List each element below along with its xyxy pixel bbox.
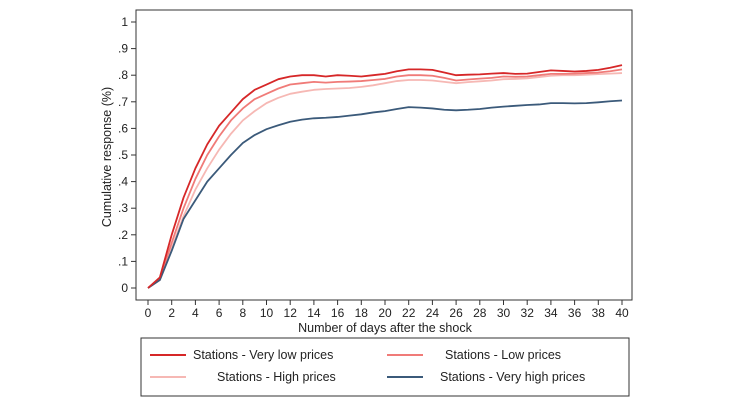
series-line-3 bbox=[147, 72, 623, 289]
x-tick-label: 22 bbox=[402, 306, 416, 320]
y-tick-label: .8 bbox=[118, 68, 128, 82]
y-tick-label: .9 bbox=[118, 42, 128, 56]
y-tick-label: .5 bbox=[118, 148, 128, 162]
x-tick-label: 6 bbox=[216, 306, 223, 320]
x-tick-label: 28 bbox=[473, 306, 487, 320]
legend-label-4: Stations - Very high prices bbox=[440, 370, 585, 384]
x-tick-label: 38 bbox=[592, 306, 606, 320]
series-line-1 bbox=[147, 64, 623, 289]
x-tick-label: 2 bbox=[168, 306, 175, 320]
y-tick-label: .6 bbox=[118, 121, 128, 135]
legend-box bbox=[140, 337, 630, 397]
legend-label-3: Stations - High prices bbox=[217, 370, 336, 384]
x-tick-label: 20 bbox=[378, 306, 392, 320]
legend-label-2: Stations - Low prices bbox=[445, 348, 561, 362]
x-tick-label: 40 bbox=[615, 306, 629, 320]
x-tick-label: 36 bbox=[568, 306, 582, 320]
series-line-4 bbox=[147, 99, 623, 289]
x-tick-label: 26 bbox=[449, 306, 463, 320]
x-tick-label: 30 bbox=[497, 306, 511, 320]
y-tick-label: .4 bbox=[118, 175, 128, 189]
x-tick-label: 8 bbox=[239, 306, 246, 320]
x-tick-label: 12 bbox=[284, 306, 298, 320]
y-tick-label: .1 bbox=[118, 254, 128, 268]
y-tick-label: 0 bbox=[121, 281, 128, 295]
x-tick-label: 34 bbox=[544, 306, 558, 320]
x-tick-label: 10 bbox=[260, 306, 274, 320]
x-tick-label: 4 bbox=[192, 306, 199, 320]
legend: Stations - Very low prices Stations - Low… bbox=[140, 337, 630, 397]
legend-label-1: Stations - Very low prices bbox=[193, 348, 333, 362]
x-tick-label: 14 bbox=[307, 306, 321, 320]
y-tick-label: 1 bbox=[121, 15, 128, 29]
x-axis-title: Number of days after the shock bbox=[298, 321, 472, 335]
x-tick-label: 32 bbox=[521, 306, 535, 320]
plot-area: 0.1.2.3.4.5.6.7.8.910 2 4 6 8 10 12 14 16 18 20 22 2… bbox=[118, 9, 633, 320]
x-tick-label: 0 bbox=[145, 306, 152, 320]
y-tick-label: .3 bbox=[118, 201, 128, 215]
series-line-2 bbox=[147, 68, 623, 289]
y-axis-title: Cumulative response (%) bbox=[100, 87, 114, 227]
y-tick-label: .2 bbox=[118, 228, 128, 242]
x-tick-label: 24 bbox=[426, 306, 440, 320]
x-tick-label: 18 bbox=[355, 306, 369, 320]
y-tick-label: .7 bbox=[118, 95, 128, 109]
x-tick-label: 16 bbox=[331, 306, 345, 320]
